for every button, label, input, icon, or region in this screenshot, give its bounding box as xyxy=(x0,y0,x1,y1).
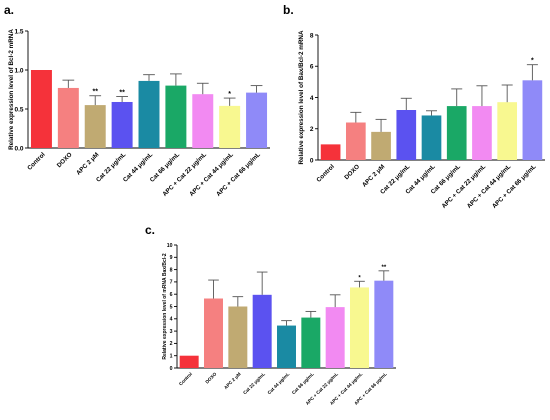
y-tick-label: 0 xyxy=(170,366,173,372)
bar xyxy=(252,294,272,368)
y-tick-label: 7 xyxy=(170,280,173,286)
category-label: DOXO xyxy=(343,163,361,181)
bar xyxy=(497,102,518,160)
y-tick-label: 2 xyxy=(310,126,314,133)
bar xyxy=(165,85,187,148)
category-label: Control xyxy=(315,163,336,184)
significance-marker: * xyxy=(531,58,534,65)
panel-label-a: a. xyxy=(4,3,14,17)
bar xyxy=(421,115,442,160)
bar xyxy=(219,105,241,148)
y-tick-label: 4 xyxy=(310,95,314,102)
category-label: Cat 66 μg/mL xyxy=(291,371,315,395)
bar xyxy=(374,280,394,368)
category-label: APC + Cat 22 μg/mL xyxy=(441,163,488,210)
significance-marker: * xyxy=(358,275,361,281)
y-tick-label: 9 xyxy=(170,255,173,261)
bar xyxy=(446,106,467,160)
y-axis-title: Relative expression level of Bax/Bcl-2 m… xyxy=(298,30,305,164)
y-tick-label: 0.5 xyxy=(14,106,23,113)
y-tick-label: 1.0 xyxy=(14,67,23,74)
bar xyxy=(320,144,341,160)
significance-marker: ** xyxy=(92,89,98,96)
bar xyxy=(84,105,106,148)
bar xyxy=(522,80,543,160)
bar xyxy=(246,92,268,148)
y-tick-label: 5 xyxy=(170,304,173,310)
bar xyxy=(228,306,248,368)
y-tick-label: 10 xyxy=(167,243,173,249)
bar xyxy=(301,317,321,368)
bar-chart-mrna-bax-bcl2: 0 1 2 3 4 5 6 7 8 9 10 Relative expression level of… xyxy=(162,243,396,406)
y-axis-title: Relative expression level of Bcl-2 mRNA xyxy=(8,29,15,150)
y-tick-label: 8 xyxy=(170,267,173,273)
bar xyxy=(345,122,366,160)
bar xyxy=(30,70,52,148)
category-label: Cat 22 μg/mL xyxy=(242,371,266,395)
category-label: DOXO xyxy=(204,371,217,384)
bar xyxy=(277,325,296,368)
category-label: Control xyxy=(178,371,193,386)
category-label: Cat 44 μg/mL xyxy=(267,371,291,395)
significance-marker: ** xyxy=(119,90,125,97)
bar xyxy=(179,355,199,368)
category-label: APC + Cat 66 μg/mL xyxy=(491,163,538,210)
category-label: DOXO xyxy=(56,151,74,169)
bar xyxy=(350,287,369,368)
y-tick-label: 0 xyxy=(310,157,314,164)
significance-marker: ** xyxy=(381,265,386,271)
panel-label-b: b. xyxy=(283,3,294,17)
y-axis-title: Relative expression level of mRNA Bax/Bc… xyxy=(162,253,168,359)
category-label: APC 2 μM xyxy=(75,151,100,176)
y-tick-label: 0.0 xyxy=(14,145,23,152)
significance-marker: * xyxy=(228,91,231,98)
bar xyxy=(204,298,223,368)
bar xyxy=(138,80,160,148)
bar xyxy=(472,106,492,160)
y-tick-label: 4 xyxy=(170,317,173,323)
y-tick-label: 6 xyxy=(170,292,173,298)
y-tick-label: 6 xyxy=(310,64,314,71)
bar xyxy=(192,94,214,148)
y-tick-label: 8 xyxy=(310,32,314,39)
bar-chart-bax-bcl2: 0 2 4 6 8 Relative expression level of Bax/Bc… xyxy=(298,30,545,210)
y-tick-label: 1 xyxy=(170,354,173,360)
bar xyxy=(371,131,391,160)
category-label: APC 2 μM xyxy=(361,163,386,188)
bar xyxy=(396,110,417,160)
bar xyxy=(325,307,345,368)
y-tick-label: 1.5 xyxy=(14,28,23,35)
bar xyxy=(111,101,133,148)
category-label: APC 2 μM xyxy=(223,371,242,390)
y-tick-label: 3 xyxy=(170,329,173,335)
panel-label-c: c. xyxy=(145,223,155,237)
y-tick-label: 2 xyxy=(170,341,173,347)
category-label: APC + Cat 44 μg/mL xyxy=(466,163,513,210)
category-label: Control xyxy=(26,151,47,172)
bar xyxy=(57,87,79,148)
